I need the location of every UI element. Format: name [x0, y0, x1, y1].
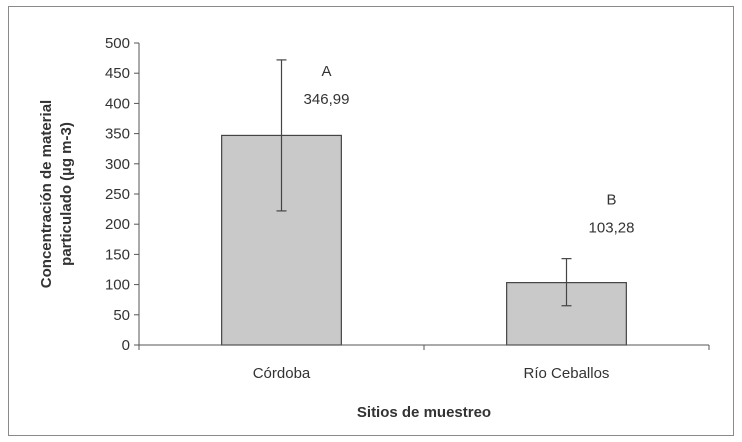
y-tick-label: 50: [113, 307, 130, 324]
category-label: Río Ceballos: [524, 365, 610, 382]
category-labels: Córdoba Río Ceballos: [253, 365, 610, 382]
y-tick-label: 250: [105, 186, 130, 203]
y-tick-label: 200: [105, 216, 130, 233]
data-labels: A 346,99 B 103,28: [304, 63, 635, 236]
y-tick-label: 0: [122, 337, 130, 354]
y-axis-title: Concentración de material particulado (µg…: [38, 100, 75, 288]
y-tick-label: 400: [105, 95, 130, 112]
bar-chart: Concentración de material particulado (µg…: [38, 35, 710, 421]
category-label: Córdoba: [253, 365, 311, 382]
bars: [221, 59, 627, 346]
y-tick-label: 150: [105, 246, 130, 263]
y-axis-title-line: Concentración de material: [38, 100, 55, 288]
y-tick-label: 300: [105, 156, 130, 173]
y-tick-label: 500: [105, 35, 130, 52]
chart-frame: Concentración de material particulado (µg…: [8, 6, 734, 436]
group-letter-2: B: [606, 192, 616, 209]
y-tick-label: 100: [105, 277, 130, 294]
group-letter-1: A: [321, 63, 331, 80]
value-label-2: 103,28: [589, 220, 635, 237]
value-label-1: 346,99: [304, 91, 350, 108]
y-axis-ticks: 0 50 100 150 200 250 300 350 400 450 500: [105, 35, 710, 354]
y-tick-label: 450: [105, 65, 130, 82]
y-axis-title-line: particulado (µg m-3): [58, 122, 75, 266]
y-tick-label: 350: [105, 126, 130, 143]
x-axis-title: Sitios de muestreo: [357, 404, 491, 421]
